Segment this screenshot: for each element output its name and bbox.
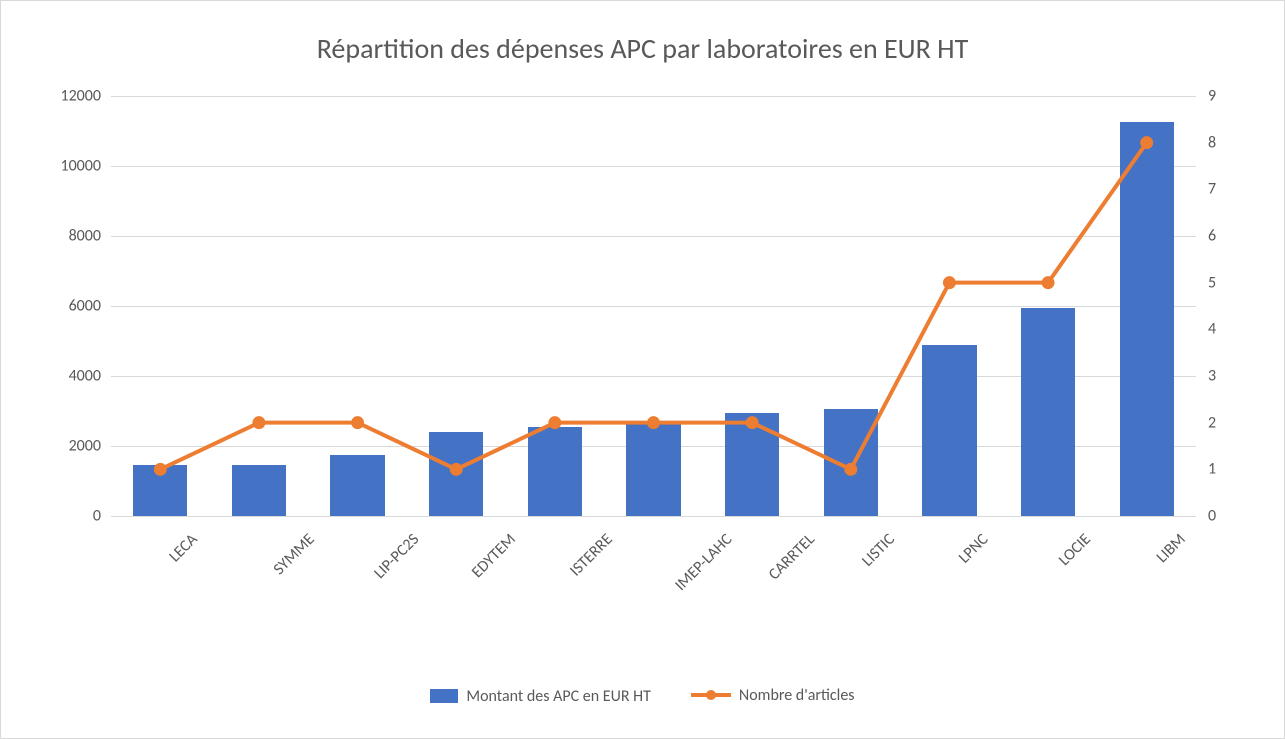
y-left-tick-label: 12000 [41,87,101,106]
y-left-tick-label: 4000 [41,367,101,386]
line-marker [648,417,660,429]
line-marker [845,463,857,475]
legend-bar-swatch [430,689,458,703]
y-right-tick-label: 3 [1208,367,1248,386]
line-marker [154,463,166,475]
line-series [111,96,1196,516]
x-tick-label: EDYTEM [468,530,520,582]
legend-label: Nombre d'articles [739,686,855,705]
y-right-tick-label: 1 [1208,460,1248,479]
legend-label: Montant des APC en EUR HT [466,687,650,706]
y-left-tick-label: 0 [41,507,101,526]
x-tick-label: LPNC [955,530,992,567]
line-marker [549,417,561,429]
y-right-tick-label: 8 [1208,133,1248,152]
x-tick-label: LECA [166,530,202,566]
x-tick-label: LIBM [1152,530,1189,567]
y-left-tick-label: 2000 [41,437,101,456]
x-tick-label: LOCIE [1055,530,1095,570]
y-left-tick-label: 10000 [41,157,101,176]
legend-item: Nombre d'articles [691,686,855,705]
y-right-tick-label: 5 [1208,273,1248,292]
line-marker [253,417,265,429]
line-marker [352,417,364,429]
legend-item: Montant des APC en EUR HT [430,687,650,706]
line-marker [1042,277,1054,289]
y-right-tick-label: 6 [1208,227,1248,246]
x-tick-label: LISTIC [858,530,899,571]
chart-title: Répartition des dépenses APC par laborat… [1,31,1284,66]
x-tick-label: LIP-PC2S [370,530,423,583]
line-marker [1141,137,1153,149]
gridline [111,516,1196,517]
x-tick-label: IMEP-LAHC [671,530,736,595]
y-right-tick-label: 2 [1208,413,1248,432]
line-marker [450,463,462,475]
y-right-tick-label: 7 [1208,180,1248,199]
y-left-tick-label: 6000 [41,297,101,316]
y-right-tick-label: 0 [1208,507,1248,526]
x-tick-label: SYMME [270,530,319,579]
x-tick-label: CARRTEL [765,530,819,584]
legend: Montant des APC en EUR HT Nombre d'articl… [1,686,1284,709]
x-tick-label: ISTERRE [566,530,616,580]
y-left-tick-label: 8000 [41,227,101,246]
y-right-tick-label: 4 [1208,320,1248,339]
legend-line-swatch [691,687,731,703]
y-right-tick-label: 9 [1208,87,1248,106]
line-marker [943,277,955,289]
chart-container: Répartition des dépenses APC par laborat… [0,0,1285,739]
line-marker [746,417,758,429]
plot-area: 0200040006000800010000120000123456789LEC… [111,96,1196,516]
